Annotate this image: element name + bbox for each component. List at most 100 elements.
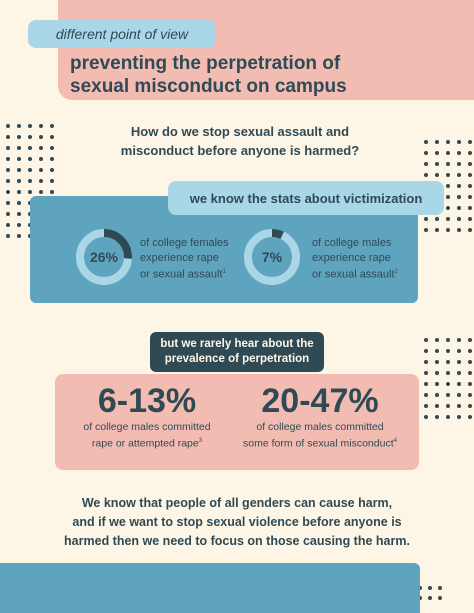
perpetration-heading-line2: prevalence of perpetration (164, 353, 310, 365)
decorative-dot (6, 124, 10, 128)
stat-females-line2: experience rape (140, 251, 219, 264)
decorative-dot (468, 206, 472, 210)
header-background (58, 0, 474, 100)
decorative-dot (28, 157, 32, 161)
decorative-dot (39, 146, 43, 150)
decorative-dot (424, 382, 428, 386)
decorative-dot (424, 151, 428, 155)
perp-stat-rape: 6-13% of college males committed rape or… (62, 382, 232, 451)
decorative-dot (446, 371, 450, 375)
decorative-dot (468, 151, 472, 155)
decorative-dot (39, 190, 43, 194)
decorative-dot (435, 404, 439, 408)
decorative-dot (468, 162, 472, 166)
perpetration-heading: but we rarely hear about the prevalence … (150, 332, 324, 372)
decorative-dot (17, 212, 21, 216)
closing-line1: We know that people of all genders can c… (81, 496, 393, 510)
decorative-dot (446, 217, 450, 221)
decorative-dot (438, 596, 442, 600)
decorative-dot (468, 195, 472, 199)
dot-pattern-right-mid (424, 338, 472, 419)
decorative-dot (428, 586, 432, 590)
decorative-dot (435, 349, 439, 353)
decorative-dot (6, 168, 10, 172)
decorative-dot (468, 393, 472, 397)
decorative-dot (28, 146, 32, 150)
decorative-dot (424, 371, 428, 375)
decorative-dot (438, 586, 442, 590)
donut-label-males: 7% (261, 249, 283, 265)
decorative-dot (446, 173, 450, 177)
page-title: preventing the perpetration of sexual mi… (70, 52, 460, 98)
decorative-dot (468, 338, 472, 342)
donut-chart-males (244, 229, 300, 285)
decorative-dot (446, 195, 450, 199)
perp-stat-rape-line2-text: rape or attempted rape (91, 437, 199, 449)
decorative-dot (446, 206, 450, 210)
perp-stat-misconduct-line1: of college males committed (256, 421, 384, 433)
decorative-dot (6, 135, 10, 139)
decorative-dot (446, 151, 450, 155)
decorative-dot (446, 338, 450, 342)
decorative-dot (457, 173, 461, 177)
decorative-dot (50, 179, 54, 183)
perp-stat-rape-line2: rape or attempted rape3 (62, 435, 232, 451)
decorative-dot (446, 382, 450, 386)
footnote-4: 4 (393, 437, 397, 444)
decorative-dot (6, 190, 10, 194)
decorative-dot (457, 206, 461, 210)
stat-females-line3: or sexual assault1 (140, 265, 229, 282)
donut-chart-females (76, 229, 132, 285)
decorative-dot (468, 371, 472, 375)
decorative-dot (468, 217, 472, 221)
decorative-dot (446, 393, 450, 397)
decorative-dot (468, 173, 472, 177)
closing-line3: harmed then we need to focus on those ca… (64, 534, 410, 548)
decorative-dot (28, 124, 32, 128)
decorative-dot (424, 415, 428, 419)
decorative-dot (6, 146, 10, 150)
decorative-dot (446, 228, 450, 232)
decorative-dot (39, 168, 43, 172)
decorative-dot (424, 228, 428, 232)
decorative-dot (424, 217, 428, 221)
decorative-dot (457, 393, 461, 397)
intro-question-line1: How do we stop sexual assault and (130, 124, 350, 139)
decorative-dot (39, 124, 43, 128)
decorative-dot (468, 349, 472, 353)
decorative-dot (457, 228, 461, 232)
perpetration-panel (55, 374, 419, 470)
decorative-dot (457, 195, 461, 199)
decorative-dot (435, 228, 439, 232)
decorative-dot (457, 360, 461, 364)
decorative-dot (418, 586, 422, 590)
decorative-dot (468, 140, 472, 144)
victimization-heading: we know the stats about victimization (168, 181, 444, 215)
decorative-dot (435, 217, 439, 221)
decorative-dot (17, 157, 21, 161)
decorative-dot (418, 596, 422, 600)
decorative-dot (446, 360, 450, 364)
decorative-dot (424, 404, 428, 408)
decorative-dot (17, 223, 21, 227)
decorative-dot (457, 217, 461, 221)
decorative-dot (17, 234, 21, 238)
decorative-dot (457, 184, 461, 188)
footnote-3: 3 (198, 437, 203, 444)
footnote-2: 2 (394, 269, 398, 275)
decorative-dot (6, 157, 10, 161)
decorative-dot (39, 135, 43, 139)
decorative-dot (457, 140, 461, 144)
closing-statement: We know that people of all genders can c… (62, 494, 412, 551)
perp-stat-misconduct-line2: some form of sexual misconduct4 (230, 435, 410, 451)
decorative-dot (17, 146, 21, 150)
decorative-dot (435, 382, 439, 386)
decorative-dot (17, 135, 21, 139)
decorative-dot (17, 124, 21, 128)
decorative-dot (424, 360, 428, 364)
decorative-dot (6, 201, 10, 205)
decorative-dot (50, 157, 54, 161)
stat-males-line3-text: or sexual assault (312, 268, 395, 281)
decorative-dot (446, 349, 450, 353)
decorative-dot (39, 157, 43, 161)
